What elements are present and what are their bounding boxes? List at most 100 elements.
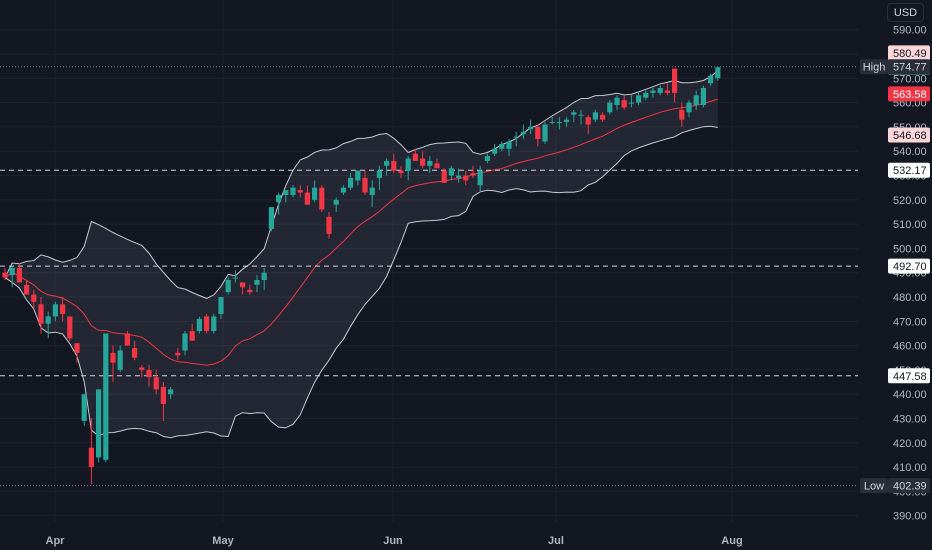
candle[interactable] [276,192,282,215]
candle[interactable] [52,301,58,322]
candle[interactable] [434,158,440,169]
horizontal-price-lines[interactable] [0,66,858,487]
candle[interactable] [110,345,116,383]
candle[interactable] [376,165,382,191]
candle[interactable] [168,386,174,400]
candle[interactable] [607,100,613,115]
candle[interactable] [31,289,37,310]
candle[interactable] [196,316,202,334]
candle[interactable] [398,165,404,178]
candle[interactable] [412,148,418,161]
candle[interactable] [506,139,512,157]
candle[interactable] [650,88,656,98]
candle[interactable] [657,85,663,96]
candle[interactable] [124,331,130,346]
candle[interactable] [492,143,498,157]
candle[interactable] [628,95,634,108]
candle[interactable] [420,151,426,169]
currency-button[interactable]: USD [887,3,924,22]
candle[interactable] [600,112,606,123]
candle[interactable] [456,168,462,183]
candle[interactable] [218,297,224,319]
candle[interactable] [391,153,397,174]
candle[interactable] [81,394,87,426]
candle[interactable] [182,331,188,356]
candle[interactable] [153,369,159,395]
candle[interactable] [672,68,678,103]
candle[interactable] [448,165,454,181]
candle[interactable] [211,314,217,334]
candle[interactable] [319,185,325,212]
candle[interactable] [571,109,577,123]
candle[interactable] [535,124,541,147]
candle[interactable] [261,267,267,290]
candle[interactable] [362,170,368,195]
candle[interactable] [74,343,80,363]
candle[interactable] [139,365,145,378]
candle[interactable] [204,314,210,334]
candle[interactable] [175,348,181,361]
candle[interactable] [384,158,390,176]
candle[interactable] [369,180,375,208]
candle[interactable] [549,117,555,125]
candle[interactable] [528,119,534,135]
candle[interactable] [67,316,73,341]
candle[interactable] [103,333,109,463]
candle[interactable] [499,141,505,152]
candle[interactable] [355,170,361,186]
candle[interactable] [715,66,721,81]
candle[interactable] [312,180,318,203]
candle[interactable] [614,95,620,110]
candle[interactable] [621,95,627,110]
candle[interactable] [679,102,685,127]
time-axis[interactable]: Apr May Jun Jul Aug [46,535,743,547]
candle[interactable] [16,262,22,283]
candle[interactable] [189,323,195,341]
candle[interactable] [24,280,30,295]
candle[interactable] [268,207,274,232]
candle[interactable] [592,109,598,123]
candle[interactable] [585,114,591,135]
candle[interactable] [38,297,44,334]
candle[interactable] [340,185,346,195]
candle[interactable] [283,190,289,203]
candle[interactable] [254,275,260,293]
candle[interactable] [664,83,670,96]
candle[interactable] [643,90,649,101]
candle[interactable] [2,267,8,281]
candle[interactable] [463,170,469,186]
candle[interactable] [232,270,238,283]
candle[interactable] [45,311,51,339]
candle[interactable] [542,122,548,144]
candle[interactable] [427,156,433,174]
candle[interactable] [556,117,562,130]
candle[interactable] [225,277,231,295]
candle[interactable] [304,185,310,205]
candle[interactable] [132,340,138,361]
candle[interactable] [247,284,253,295]
candle[interactable] [484,153,490,164]
candle[interactable] [693,90,699,110]
candle[interactable] [578,109,584,125]
candle[interactable] [441,168,447,183]
candle[interactable] [636,92,642,106]
candle[interactable] [326,211,332,239]
candle[interactable] [564,117,570,127]
candle[interactable] [60,297,66,322]
candle[interactable] [88,418,94,485]
candles-group[interactable] [2,66,721,485]
candle[interactable] [470,165,476,178]
candle[interactable] [686,100,692,118]
candle[interactable] [146,365,152,387]
candle[interactable] [290,185,296,198]
candle[interactable] [9,265,15,288]
candle[interactable] [708,73,714,86]
candle[interactable] [700,85,706,108]
candle[interactable] [405,156,411,181]
candle[interactable] [160,382,166,421]
candle[interactable] [297,185,303,198]
candle[interactable] [520,124,526,140]
candle[interactable] [96,389,102,463]
candle[interactable] [240,282,246,295]
